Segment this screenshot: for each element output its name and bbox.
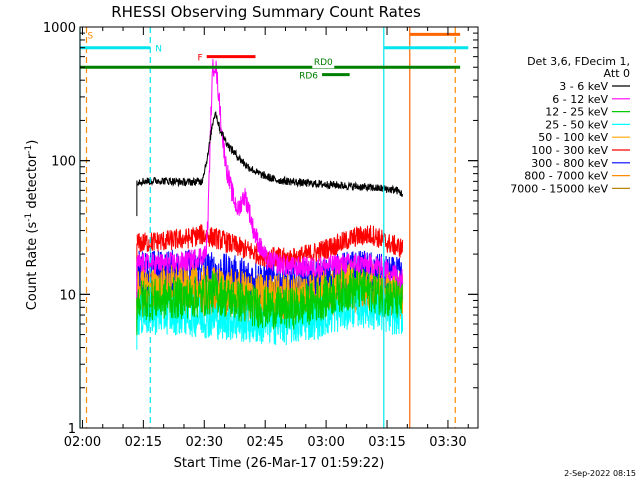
series-line-6-12kev bbox=[136, 59, 404, 289]
legend-label: 6 - 12 keV bbox=[552, 93, 608, 106]
x-tick-label: 02:15 bbox=[125, 435, 162, 450]
legend-header-line: Det 3,6, FDecim 1, bbox=[527, 55, 630, 68]
legend-label: 25 - 50 keV bbox=[545, 118, 608, 131]
x-tick-label: 02:00 bbox=[64, 435, 101, 450]
chart-title: RHESSI Observing Summary Count Rates bbox=[111, 3, 421, 21]
state-label-rd0: RD0 bbox=[314, 58, 333, 68]
y-label-part: detector bbox=[25, 153, 40, 213]
legend-label: 3 - 6 keV bbox=[559, 80, 608, 93]
y-label-part: -1 bbox=[24, 145, 34, 154]
legend-label: 12 - 25 keV bbox=[545, 106, 608, 119]
y-axis-label-text: Count Rate (s-1 detector-1) bbox=[24, 140, 40, 311]
footer-timestamp: 2-Sep-2022 08:15 bbox=[564, 469, 636, 478]
state-label-n: N bbox=[155, 45, 162, 55]
x-tick-label: 03:30 bbox=[429, 435, 466, 450]
y-label-part: ) bbox=[25, 140, 40, 145]
x-tick-label: 02:45 bbox=[246, 435, 283, 450]
y-tick-label: 10 bbox=[59, 288, 76, 303]
y-tick-label: 100 bbox=[51, 155, 76, 170]
y-tick-label: 1000 bbox=[43, 21, 76, 36]
series-line-3-6kev bbox=[136, 111, 404, 197]
y-tick-label: 1 bbox=[68, 422, 76, 437]
series-line-12-25kev bbox=[136, 268, 404, 330]
x-tick-label: 03:15 bbox=[368, 435, 405, 450]
y-axis-label: Count Rate (s-1 detector-1) bbox=[24, 140, 40, 311]
legend-label: 800 - 7000 keV bbox=[524, 170, 608, 183]
y-label-part: -1 bbox=[24, 213, 34, 222]
state-label-s: S bbox=[87, 31, 93, 41]
legend-label: 100 - 300 keV bbox=[531, 144, 608, 157]
x-tick-label: 03:00 bbox=[307, 435, 344, 450]
legend-label: 300 - 800 keV bbox=[531, 157, 608, 170]
x-tick-label: 02:30 bbox=[186, 435, 223, 450]
state-label-bg bbox=[312, 58, 335, 69]
y-label-part: Count Rate (s bbox=[25, 222, 40, 311]
legend-label: 50 - 100 keV bbox=[538, 131, 608, 144]
legend-header-line: Att 0 bbox=[604, 67, 630, 80]
state-label-rd6: RD6 bbox=[299, 72, 318, 82]
axes: 02:00 02:15 02:30 02:45 03:00 03:15 03:30 1 10 10… bbox=[43, 21, 479, 450]
plot-area: S N F RD0 RD6 bbox=[79, 27, 469, 428]
plot-frame bbox=[79, 26, 479, 429]
state-label-f: F bbox=[198, 54, 203, 64]
x-axis-label: Start Time (26-Mar-17 01:59:22) bbox=[174, 456, 385, 471]
legend-label: 7000 - 15000 keV bbox=[510, 182, 608, 195]
